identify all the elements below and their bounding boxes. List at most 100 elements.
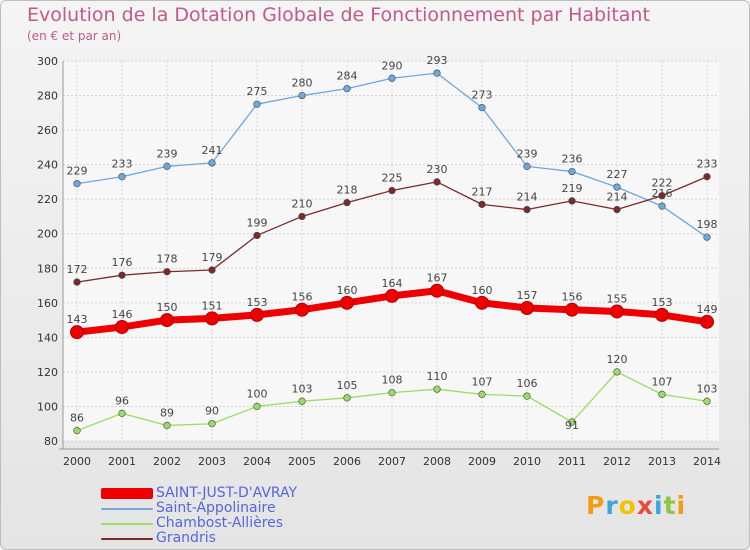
data-label: 217 (472, 185, 493, 198)
data-point (475, 295, 489, 310)
data-point (565, 302, 579, 317)
data-label: 210 (292, 197, 313, 210)
data-label: 143 (67, 313, 88, 326)
data-point (613, 205, 621, 214)
data-label: 110 (427, 370, 448, 383)
data-label: 233 (112, 158, 133, 171)
x-tick-label: 2001 (108, 455, 136, 468)
data-label: 176 (112, 256, 133, 269)
x-tick-label: 2013 (648, 455, 676, 468)
data-point (73, 427, 81, 435)
data-point (208, 159, 216, 167)
data-label: 89 (160, 406, 174, 419)
data-point (340, 295, 354, 310)
x-tick-label: 2008 (423, 455, 451, 468)
data-point (613, 183, 621, 191)
plot-area (63, 61, 719, 441)
x-tick-label: 2005 (288, 455, 316, 468)
data-label: 179 (202, 251, 223, 264)
data-point (163, 162, 171, 170)
data-label: 156 (562, 291, 583, 304)
data-point (298, 397, 306, 405)
data-point (115, 320, 129, 334)
x-tick-label: 2004 (243, 455, 271, 468)
legend-swatch (101, 508, 153, 510)
y-tick-label: 260 (37, 124, 58, 137)
data-label: 218 (337, 184, 358, 197)
data-point (118, 409, 126, 417)
legend-swatch (101, 488, 153, 499)
data-point (478, 390, 486, 398)
y-tick-label: 120 (37, 366, 58, 379)
data-point (703, 233, 711, 241)
chart-title: Evolution de la Dotation Globale de Fonc… (27, 4, 650, 26)
x-tick-label: 2011 (558, 455, 586, 468)
data-label: 146 (112, 308, 133, 321)
data-label: 222 (652, 177, 673, 190)
data-label: 198 (697, 218, 718, 231)
data-point (658, 202, 666, 210)
data-label: 280 (292, 77, 313, 90)
data-label: 120 (607, 353, 628, 366)
x-tick-label: 2002 (153, 455, 181, 468)
data-point (343, 394, 351, 402)
y-tick-label: 220 (37, 193, 58, 206)
data-point (523, 205, 531, 214)
data-point (433, 385, 441, 393)
data-label: 241 (202, 144, 223, 157)
data-label: 229 (67, 165, 88, 178)
data-point (520, 301, 534, 315)
data-point (568, 197, 576, 205)
data-point (163, 421, 171, 430)
data-label: 230 (427, 163, 448, 176)
data-label: 227 (607, 168, 628, 181)
data-point (478, 200, 486, 208)
data-point (700, 314, 714, 329)
data-label: 100 (247, 387, 268, 400)
data-label: 167 (427, 272, 448, 285)
legend-label: Grandris (156, 530, 216, 546)
data-label: 199 (247, 216, 268, 229)
data-point (118, 173, 126, 181)
data-label: 284 (337, 70, 358, 83)
data-point (163, 268, 171, 276)
legend-label: Saint-Appolinaire (156, 500, 276, 516)
x-tick-label: 2006 (333, 455, 361, 468)
data-point (655, 307, 669, 322)
data-label: 225 (382, 172, 403, 185)
data-point (388, 74, 396, 82)
data-label: 239 (157, 147, 178, 160)
data-point (433, 178, 441, 186)
data-point (343, 199, 351, 207)
data-label: 155 (607, 292, 628, 305)
data-point (385, 288, 399, 303)
data-label: 91 (565, 419, 579, 432)
legend-swatch (101, 523, 153, 525)
data-label: 160 (337, 284, 358, 297)
data-label: 108 (382, 374, 403, 387)
data-point (568, 418, 576, 426)
data-label: 150 (157, 301, 178, 314)
data-label: 239 (517, 147, 538, 160)
data-label: 236 (562, 153, 583, 166)
data-label: 151 (202, 299, 223, 312)
data-point (523, 392, 531, 400)
y-tick-label: 200 (37, 228, 58, 241)
data-label: 107 (472, 375, 493, 388)
x-tick-label: 2003 (198, 455, 226, 468)
x-tick-label: 2000 (63, 455, 91, 468)
data-label: 90 (205, 405, 219, 418)
data-point (568, 167, 576, 176)
data-label: 293 (427, 54, 448, 67)
data-point (658, 192, 666, 200)
legend-label: Chambost-Allières (156, 515, 284, 531)
data-point (253, 231, 261, 240)
data-point (343, 85, 351, 93)
data-label: 149 (697, 303, 718, 316)
data-label: 214 (607, 191, 628, 204)
proxiti-logo: Proxiti (586, 491, 687, 520)
x-tick-label: 2010 (513, 455, 541, 468)
data-label: 214 (517, 191, 538, 204)
y-tick-label: 100 (37, 400, 58, 413)
